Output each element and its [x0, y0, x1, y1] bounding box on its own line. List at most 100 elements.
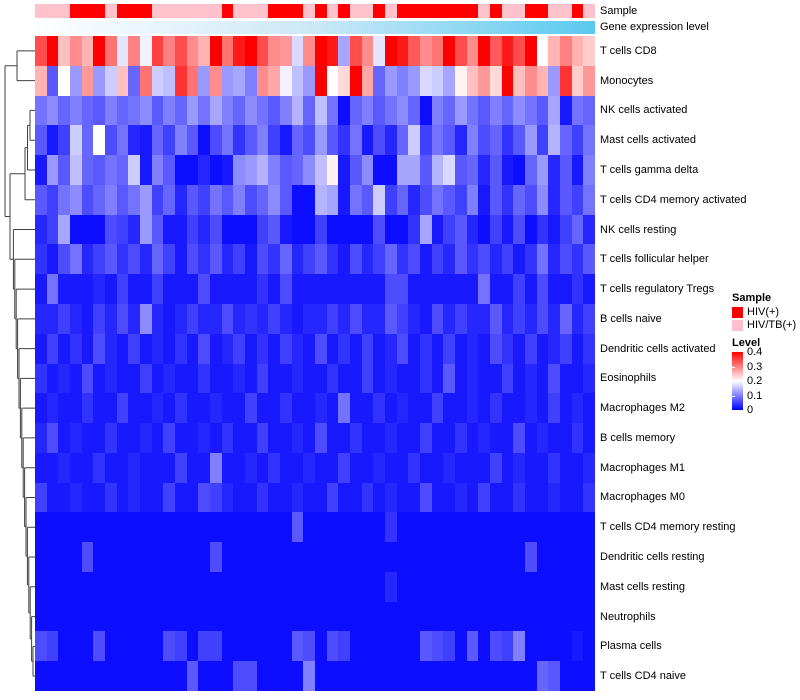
heatmap-cell	[256, 65, 269, 96]
heatmap-cell	[256, 155, 269, 185]
heatmap-cell	[221, 363, 234, 394]
heatmap-cell	[198, 333, 210, 364]
heatmap-cell	[268, 393, 280, 424]
heatmap-cell	[361, 155, 374, 185]
heatmap-cell	[70, 244, 82, 275]
heatmap-cell	[431, 661, 444, 691]
heatmap-cell	[256, 36, 269, 66]
heatmap-cell	[105, 155, 117, 185]
heatmap-cell	[326, 125, 339, 156]
heatmap-cell	[455, 303, 467, 334]
heatmap-cell	[280, 333, 292, 364]
heatmap-cell	[128, 95, 140, 126]
heatmap-cell	[116, 393, 129, 424]
heatmap-cell	[583, 65, 595, 96]
heatmap-cell	[46, 393, 59, 424]
heatmap-cell	[70, 95, 82, 126]
row-label: Eosinophils	[600, 372, 657, 385]
heatmap-cell	[186, 452, 199, 483]
heatmap-cell	[268, 214, 280, 245]
heatmap-cell	[268, 363, 280, 394]
heatmap-cell	[93, 423, 105, 453]
sample-annotation-cell	[315, 4, 327, 18]
heatmap-cell	[245, 393, 257, 424]
row-label: Macrophages M0	[600, 491, 685, 504]
heatmap-cell	[233, 36, 245, 66]
heatmap-cell	[116, 214, 129, 245]
heatmap-cell	[385, 661, 397, 691]
heatmap-cell	[303, 303, 315, 334]
heatmap-cell	[338, 571, 350, 602]
heatmap-cell	[326, 244, 339, 275]
heatmap-cell	[128, 571, 140, 602]
heatmap-cell	[396, 184, 409, 215]
heatmap-cell	[186, 482, 199, 513]
legend-level-title: Level	[732, 337, 761, 349]
heatmap-cell	[536, 274, 549, 304]
heatmap-cell	[560, 542, 572, 572]
heatmap-cell	[198, 601, 210, 632]
heatmap-cell	[373, 155, 385, 185]
heatmap-cell	[408, 95, 420, 126]
heatmap-cell	[186, 184, 199, 215]
heatmap-cell	[315, 155, 327, 185]
heatmap-cell	[140, 95, 152, 126]
heatmap-cell	[186, 601, 199, 632]
heatmap-cell	[338, 482, 350, 513]
heatmap-cell	[291, 452, 304, 483]
heatmap-cell	[175, 512, 187, 543]
heatmap-cell	[163, 125, 175, 156]
heatmap-cell	[513, 661, 525, 691]
heatmap-cell	[70, 631, 82, 662]
heatmap-cell	[256, 452, 269, 483]
heatmap-cell	[35, 65, 47, 96]
sample-annotation-cell	[455, 4, 467, 18]
heatmap-cell	[198, 571, 210, 602]
heatmap-cell	[396, 244, 409, 275]
heatmap-cell	[408, 274, 420, 304]
row-dendrogram	[4, 50, 35, 677]
sample-annotation-cell	[256, 4, 269, 18]
heatmap-cell	[93, 214, 105, 245]
heatmap-cell	[583, 661, 595, 691]
heatmap-cell	[478, 571, 490, 602]
heatmap-cell	[93, 542, 105, 572]
heatmap-cell	[175, 303, 187, 334]
sample-annotation-cell	[303, 4, 315, 18]
heatmap-cell	[525, 482, 537, 513]
heatmap-cell	[525, 65, 537, 96]
heatmap-cell	[268, 155, 280, 185]
heatmap-cell	[151, 95, 164, 126]
heatmap-cell	[571, 155, 584, 185]
heatmap-cell	[338, 155, 350, 185]
heatmap-cell	[478, 36, 490, 66]
heatmap-cell	[443, 661, 455, 691]
heatmap-cell	[163, 36, 175, 66]
heatmap-cell	[490, 95, 502, 126]
heatmap-cell	[571, 303, 584, 334]
heatmap-cell	[116, 244, 129, 275]
heatmap-cell	[396, 214, 409, 245]
heatmap-cell	[163, 95, 175, 126]
heatmap-cell	[163, 452, 175, 483]
heatmap-cell	[256, 274, 269, 304]
heatmap-cell	[280, 36, 292, 66]
heatmap-cell	[443, 125, 455, 156]
heatmap-cell	[175, 65, 187, 96]
heatmap-cell	[245, 631, 257, 662]
heatmap-cell	[186, 363, 199, 394]
row-label: Dendritic cells activated	[600, 342, 716, 355]
heatmap-cell	[571, 542, 584, 572]
heatmap-cell	[513, 423, 525, 453]
heatmap-cell	[186, 274, 199, 304]
heatmap-cell	[81, 214, 94, 245]
heatmap-cell	[140, 393, 152, 424]
heatmap-cell	[315, 214, 327, 245]
heatmap-cell	[35, 423, 47, 453]
heatmap-cell	[466, 363, 479, 394]
heatmap-cell	[93, 631, 105, 662]
heatmap-cell	[198, 631, 210, 662]
sample-annotation-cell	[501, 4, 514, 18]
heatmap-cell	[338, 65, 350, 96]
